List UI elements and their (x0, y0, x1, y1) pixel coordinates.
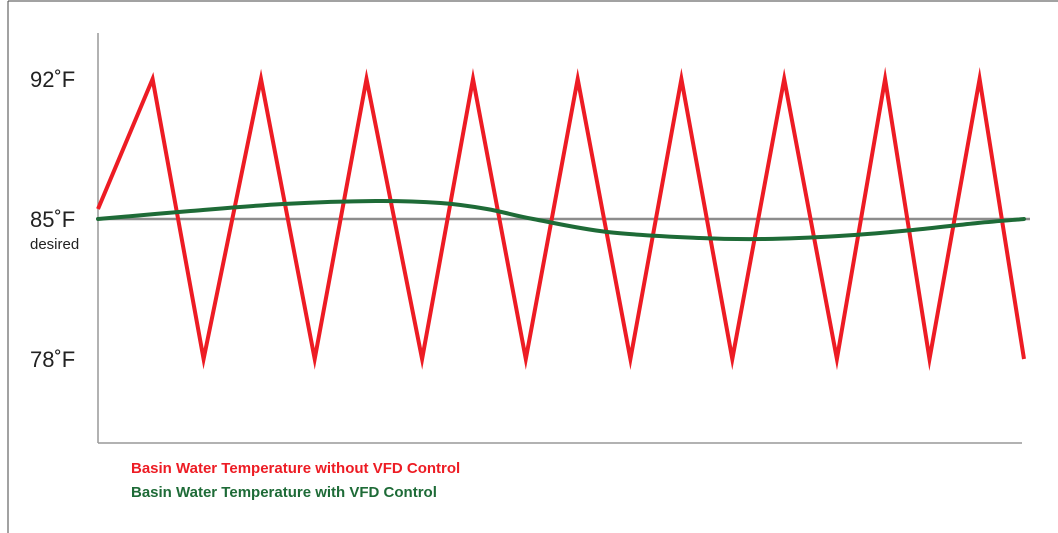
series-line-with-vfd (96, 198, 1026, 242)
y-tick-label-78: 78˚F (30, 347, 75, 372)
series-line-without-vfd (96, 66, 1026, 372)
y-tick-label-92: 92˚F (30, 67, 75, 92)
y-tick-label-85: 85˚F (30, 207, 75, 232)
y-tick-sublabel-desired: desired (30, 236, 79, 253)
legend-item-without-vfd: Basin Water Temperature without VFD Cont… (131, 460, 461, 477)
legend-item-with-vfd: Basin Water Temperature with VFD Control (131, 484, 437, 501)
